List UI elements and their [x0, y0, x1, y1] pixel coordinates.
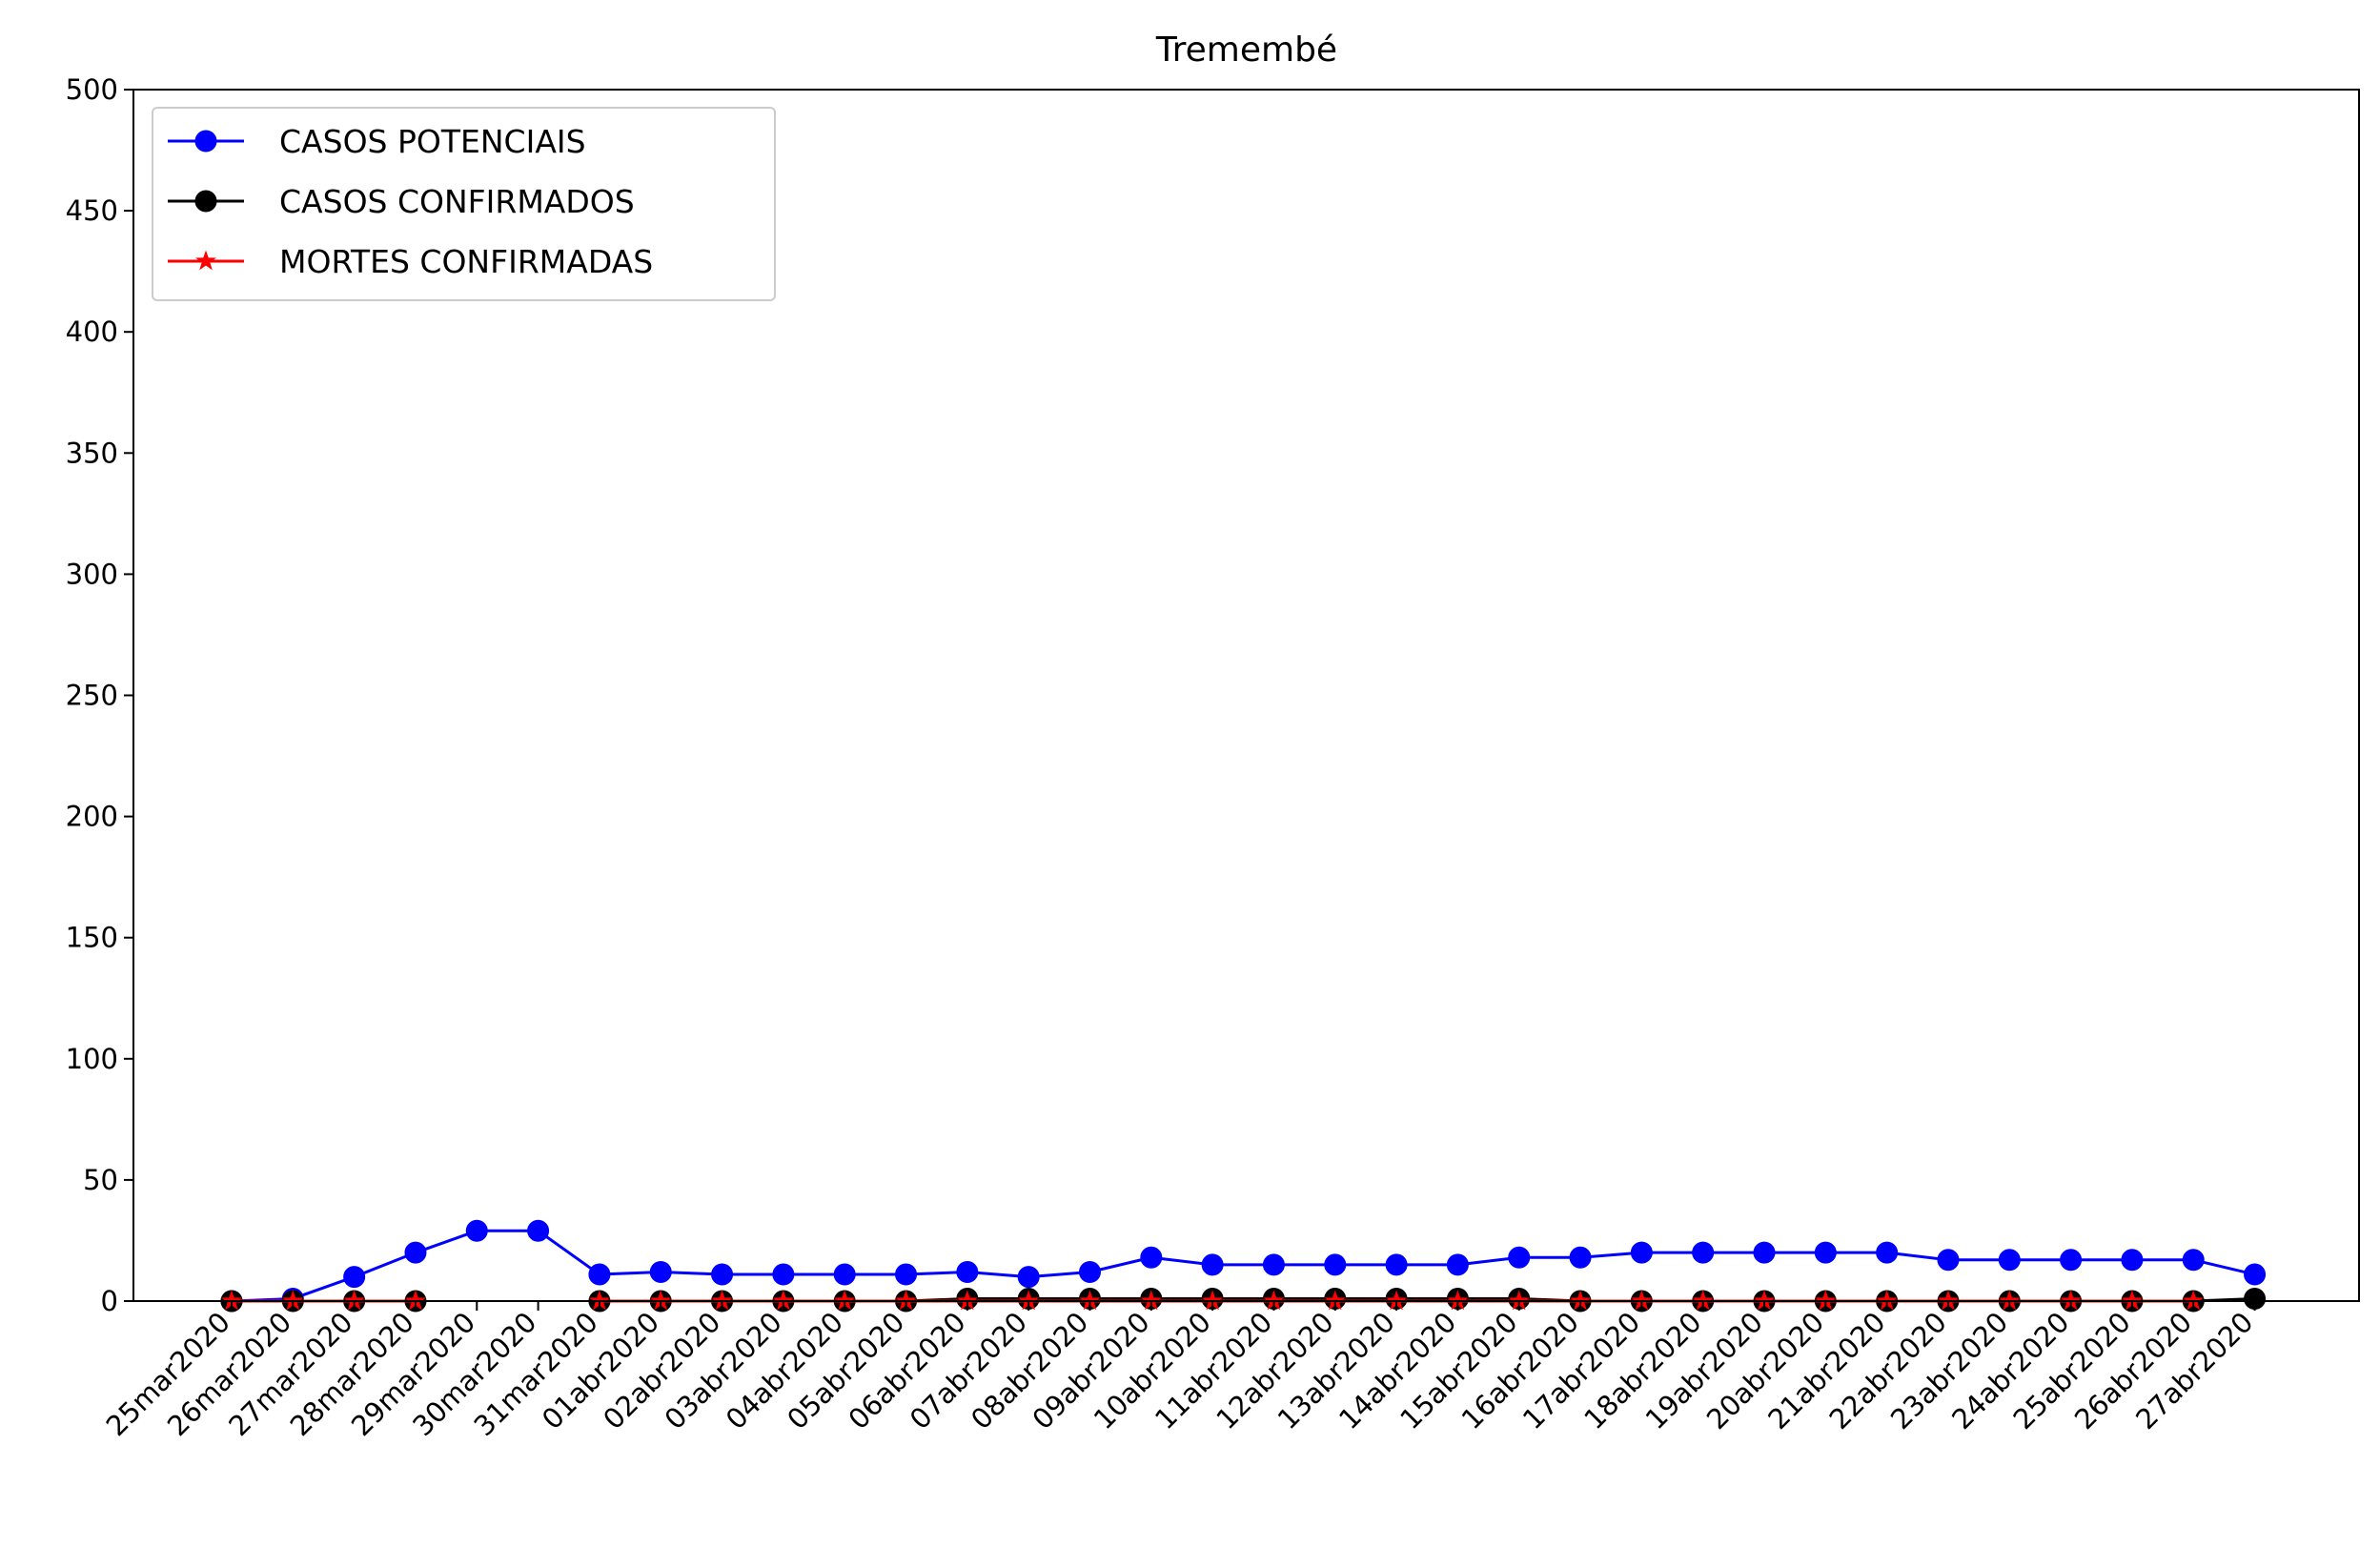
data-point	[1140, 1246, 1163, 1269]
legend-item: MORTES CONFIRMADAS	[168, 243, 653, 280]
data-point	[2182, 1249, 2205, 1272]
legend-label: CASOS CONFIRMADOS	[279, 183, 635, 220]
legend-marker	[195, 250, 216, 271]
data-point	[1385, 1253, 1408, 1276]
legend-marker	[194, 130, 217, 153]
y-tick-label: 250	[66, 680, 118, 712]
y-tick-label: 500	[66, 73, 118, 106]
data-point	[1569, 1246, 1592, 1269]
data-point	[1630, 1241, 1653, 1264]
legend-box	[152, 107, 776, 301]
data-point	[1876, 1241, 1899, 1264]
x-axis: 25mar202026mar202027mar202028mar202029ma…	[100, 1301, 2260, 1442]
legend-marker	[194, 190, 217, 213]
plot-frame	[132, 89, 2360, 1302]
legend-item: CASOS POTENCIAIS	[168, 123, 586, 160]
data-point	[1324, 1253, 1347, 1276]
plot-area	[220, 1219, 2267, 1313]
data-point	[711, 1263, 734, 1286]
y-tick-label: 200	[66, 801, 118, 833]
data-point	[2060, 1249, 2083, 1272]
data-point	[895, 1263, 918, 1286]
data-point	[1017, 1266, 1040, 1289]
data-point	[1937, 1249, 1960, 1272]
legend-label: MORTES CONFIRMADAS	[279, 243, 653, 280]
legend-label: CASOS POTENCIAIS	[279, 123, 586, 160]
data-point	[649, 1260, 672, 1283]
y-tick-label: 450	[66, 194, 118, 227]
data-point	[956, 1260, 979, 1283]
legend-item: CASOS CONFIRMADOS	[168, 183, 635, 220]
chart-title: Tremembé	[1155, 31, 1337, 70]
data-point	[1508, 1246, 1531, 1269]
y-tick-label: 400	[66, 316, 118, 348]
y-tick-label: 300	[66, 558, 118, 590]
data-point	[1692, 1241, 1715, 1264]
data-point	[404, 1241, 427, 1264]
data-point	[1262, 1253, 1285, 1276]
data-point	[1446, 1253, 1469, 1276]
data-point	[1078, 1260, 1101, 1283]
series-line	[231, 1229, 2255, 1303]
data-point	[465, 1219, 488, 1242]
data-point	[527, 1219, 550, 1242]
data-point	[1998, 1249, 2021, 1272]
y-tick-label: 100	[66, 1043, 118, 1075]
data-point	[2244, 1263, 2267, 1286]
data-point	[1201, 1253, 1224, 1276]
data-point	[1814, 1241, 1837, 1264]
legend: CASOS POTENCIAIS CASOS CONFIRMADOS MORTES …	[152, 107, 776, 301]
data-point	[772, 1263, 795, 1286]
data-point	[588, 1263, 611, 1286]
y-axis: 0 50 100 150 200 250 300 350 400 450 500	[66, 73, 133, 1317]
y-tick-label: 50	[83, 1164, 118, 1196]
y-tick-label: 150	[66, 922, 118, 954]
data-point	[833, 1263, 856, 1286]
y-tick-label: 350	[66, 437, 118, 469]
data-point	[2121, 1249, 2144, 1272]
data-point	[1753, 1241, 1776, 1264]
data-point	[343, 1266, 366, 1289]
y-tick-label: 0	[101, 1285, 118, 1317]
